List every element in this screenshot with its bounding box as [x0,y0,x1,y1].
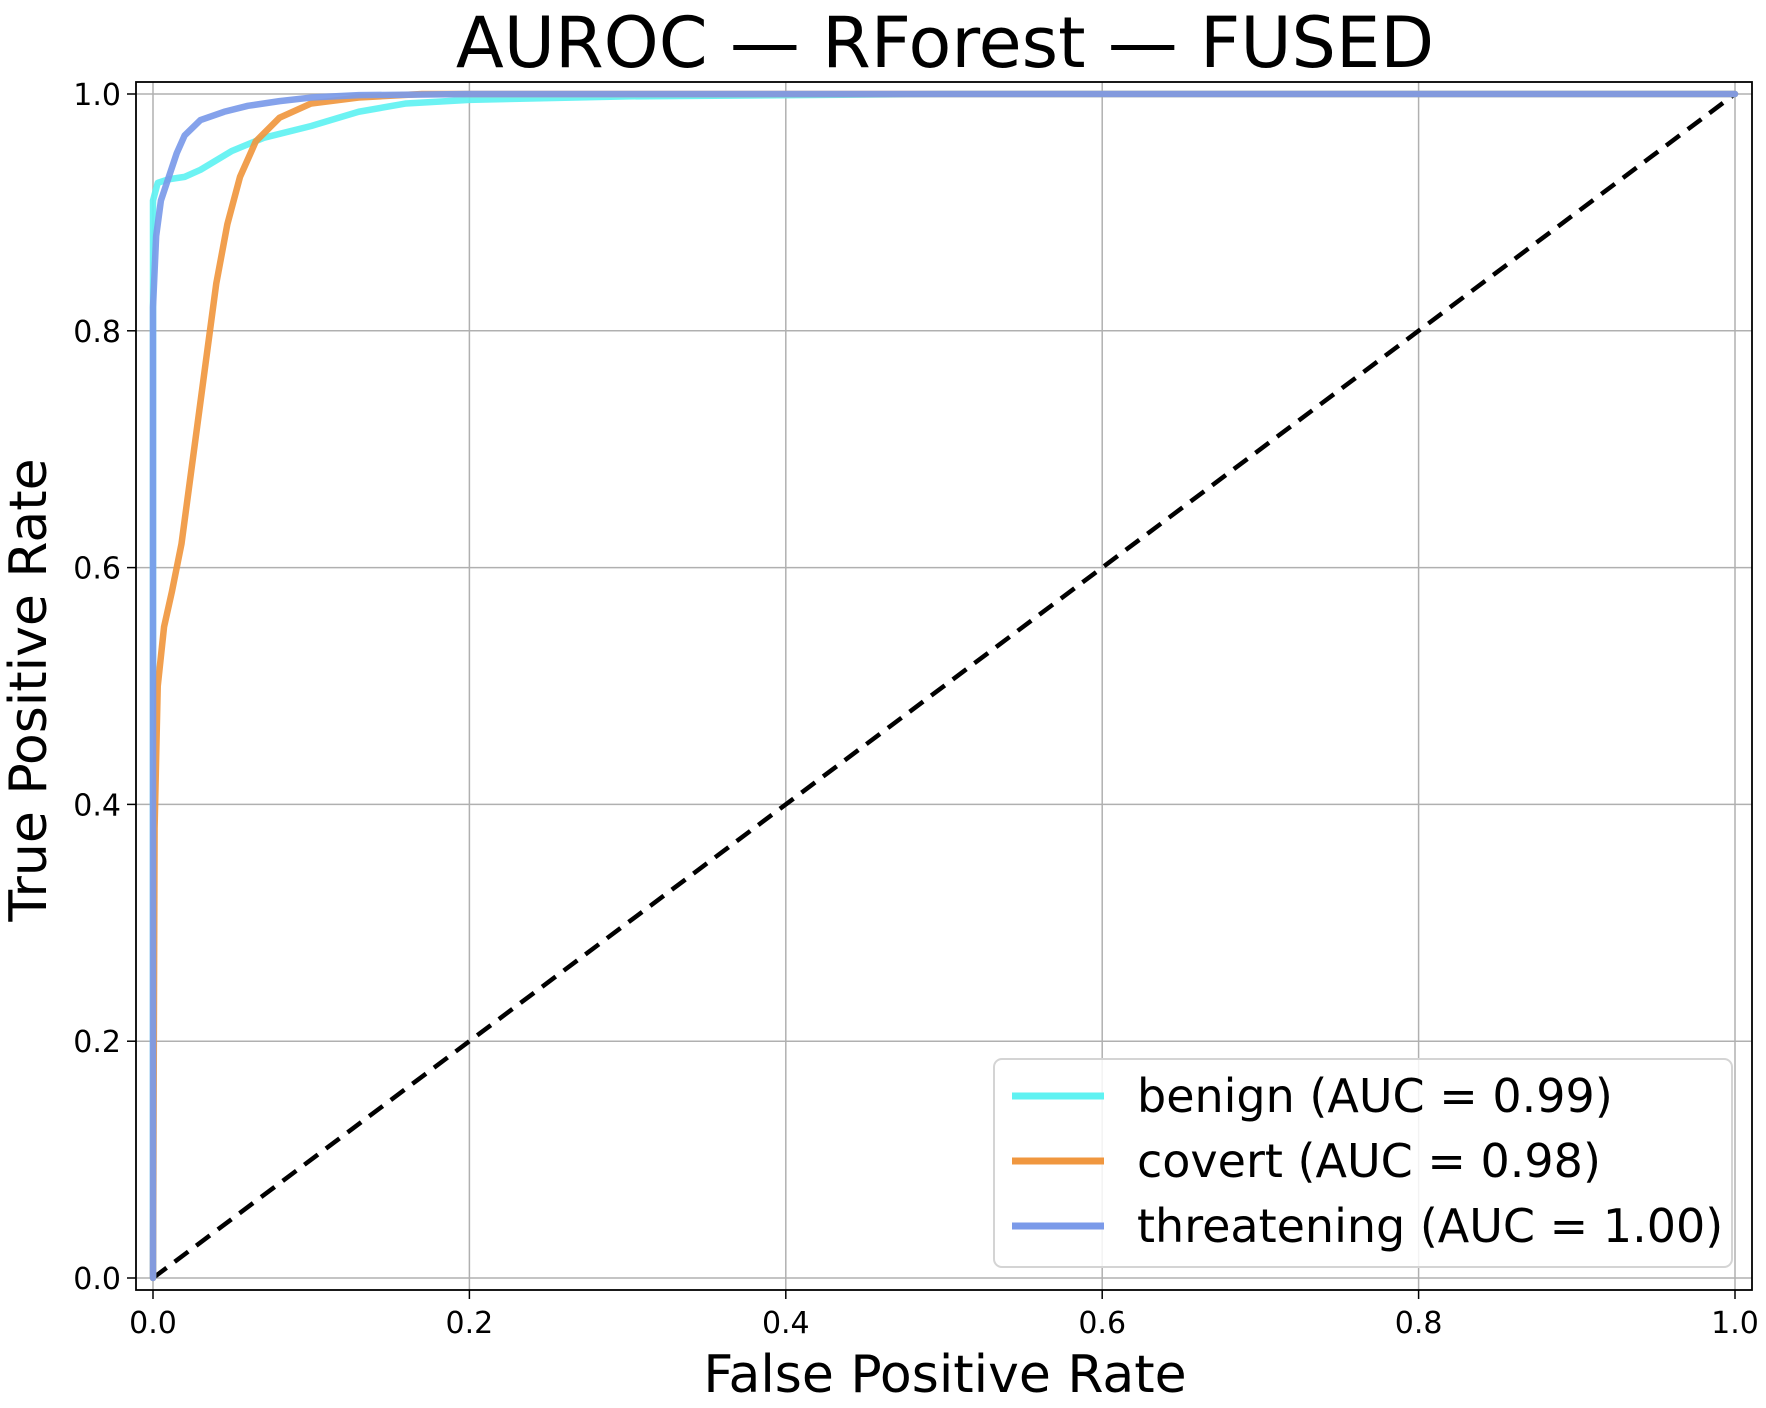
reference-layer [151,92,1737,1280]
y-tick-label: 0.4 [73,788,121,823]
x-tick-label: 1.0 [1711,1306,1759,1341]
legend-label-benign: benign (AUC = 0.99) [1137,1069,1613,1123]
x-tick-label: 0.4 [762,1306,810,1341]
y-tick-label: 1.0 [73,78,121,113]
legend-label-threatening: threatening (AUC = 1.00) [1137,1199,1723,1253]
legend-box [993,1058,1733,1268]
x-axis-label: False Positive Rate [703,1345,1186,1405]
y-tick-label: 0.2 [73,1025,121,1060]
legend: benign (AUC = 0.99) covert (AUC = 0.98) th… [993,1058,1733,1268]
series-layer [149,90,1739,1282]
plot-frame [135,81,1753,1291]
y-tick-label: 0.0 [73,1262,121,1297]
chart-title: AUROC — RForest — FUSED [456,2,1434,84]
roc-curve-threatening [149,90,1739,1282]
x-tick-label: 0.8 [1395,1306,1443,1341]
y-tick-label: 0.8 [73,315,121,350]
y-axis-label: True Positive Rate [0,458,59,922]
chance-diagonal-line [151,92,1737,1280]
ticks-layer: 0.0 0.2 0.4 0.6 0.8 1.0 0.0 0.2 0.4 0.6 0.8 1.0 [73,78,1759,1341]
y-tick-label: 0.6 [73,552,121,587]
x-tick-label: 0.2 [446,1306,494,1341]
legend-label-covert: covert (AUC = 0.98) [1137,1134,1601,1188]
x-tick-label: 0.0 [129,1306,177,1341]
x-tick-label: 0.6 [1078,1306,1126,1341]
